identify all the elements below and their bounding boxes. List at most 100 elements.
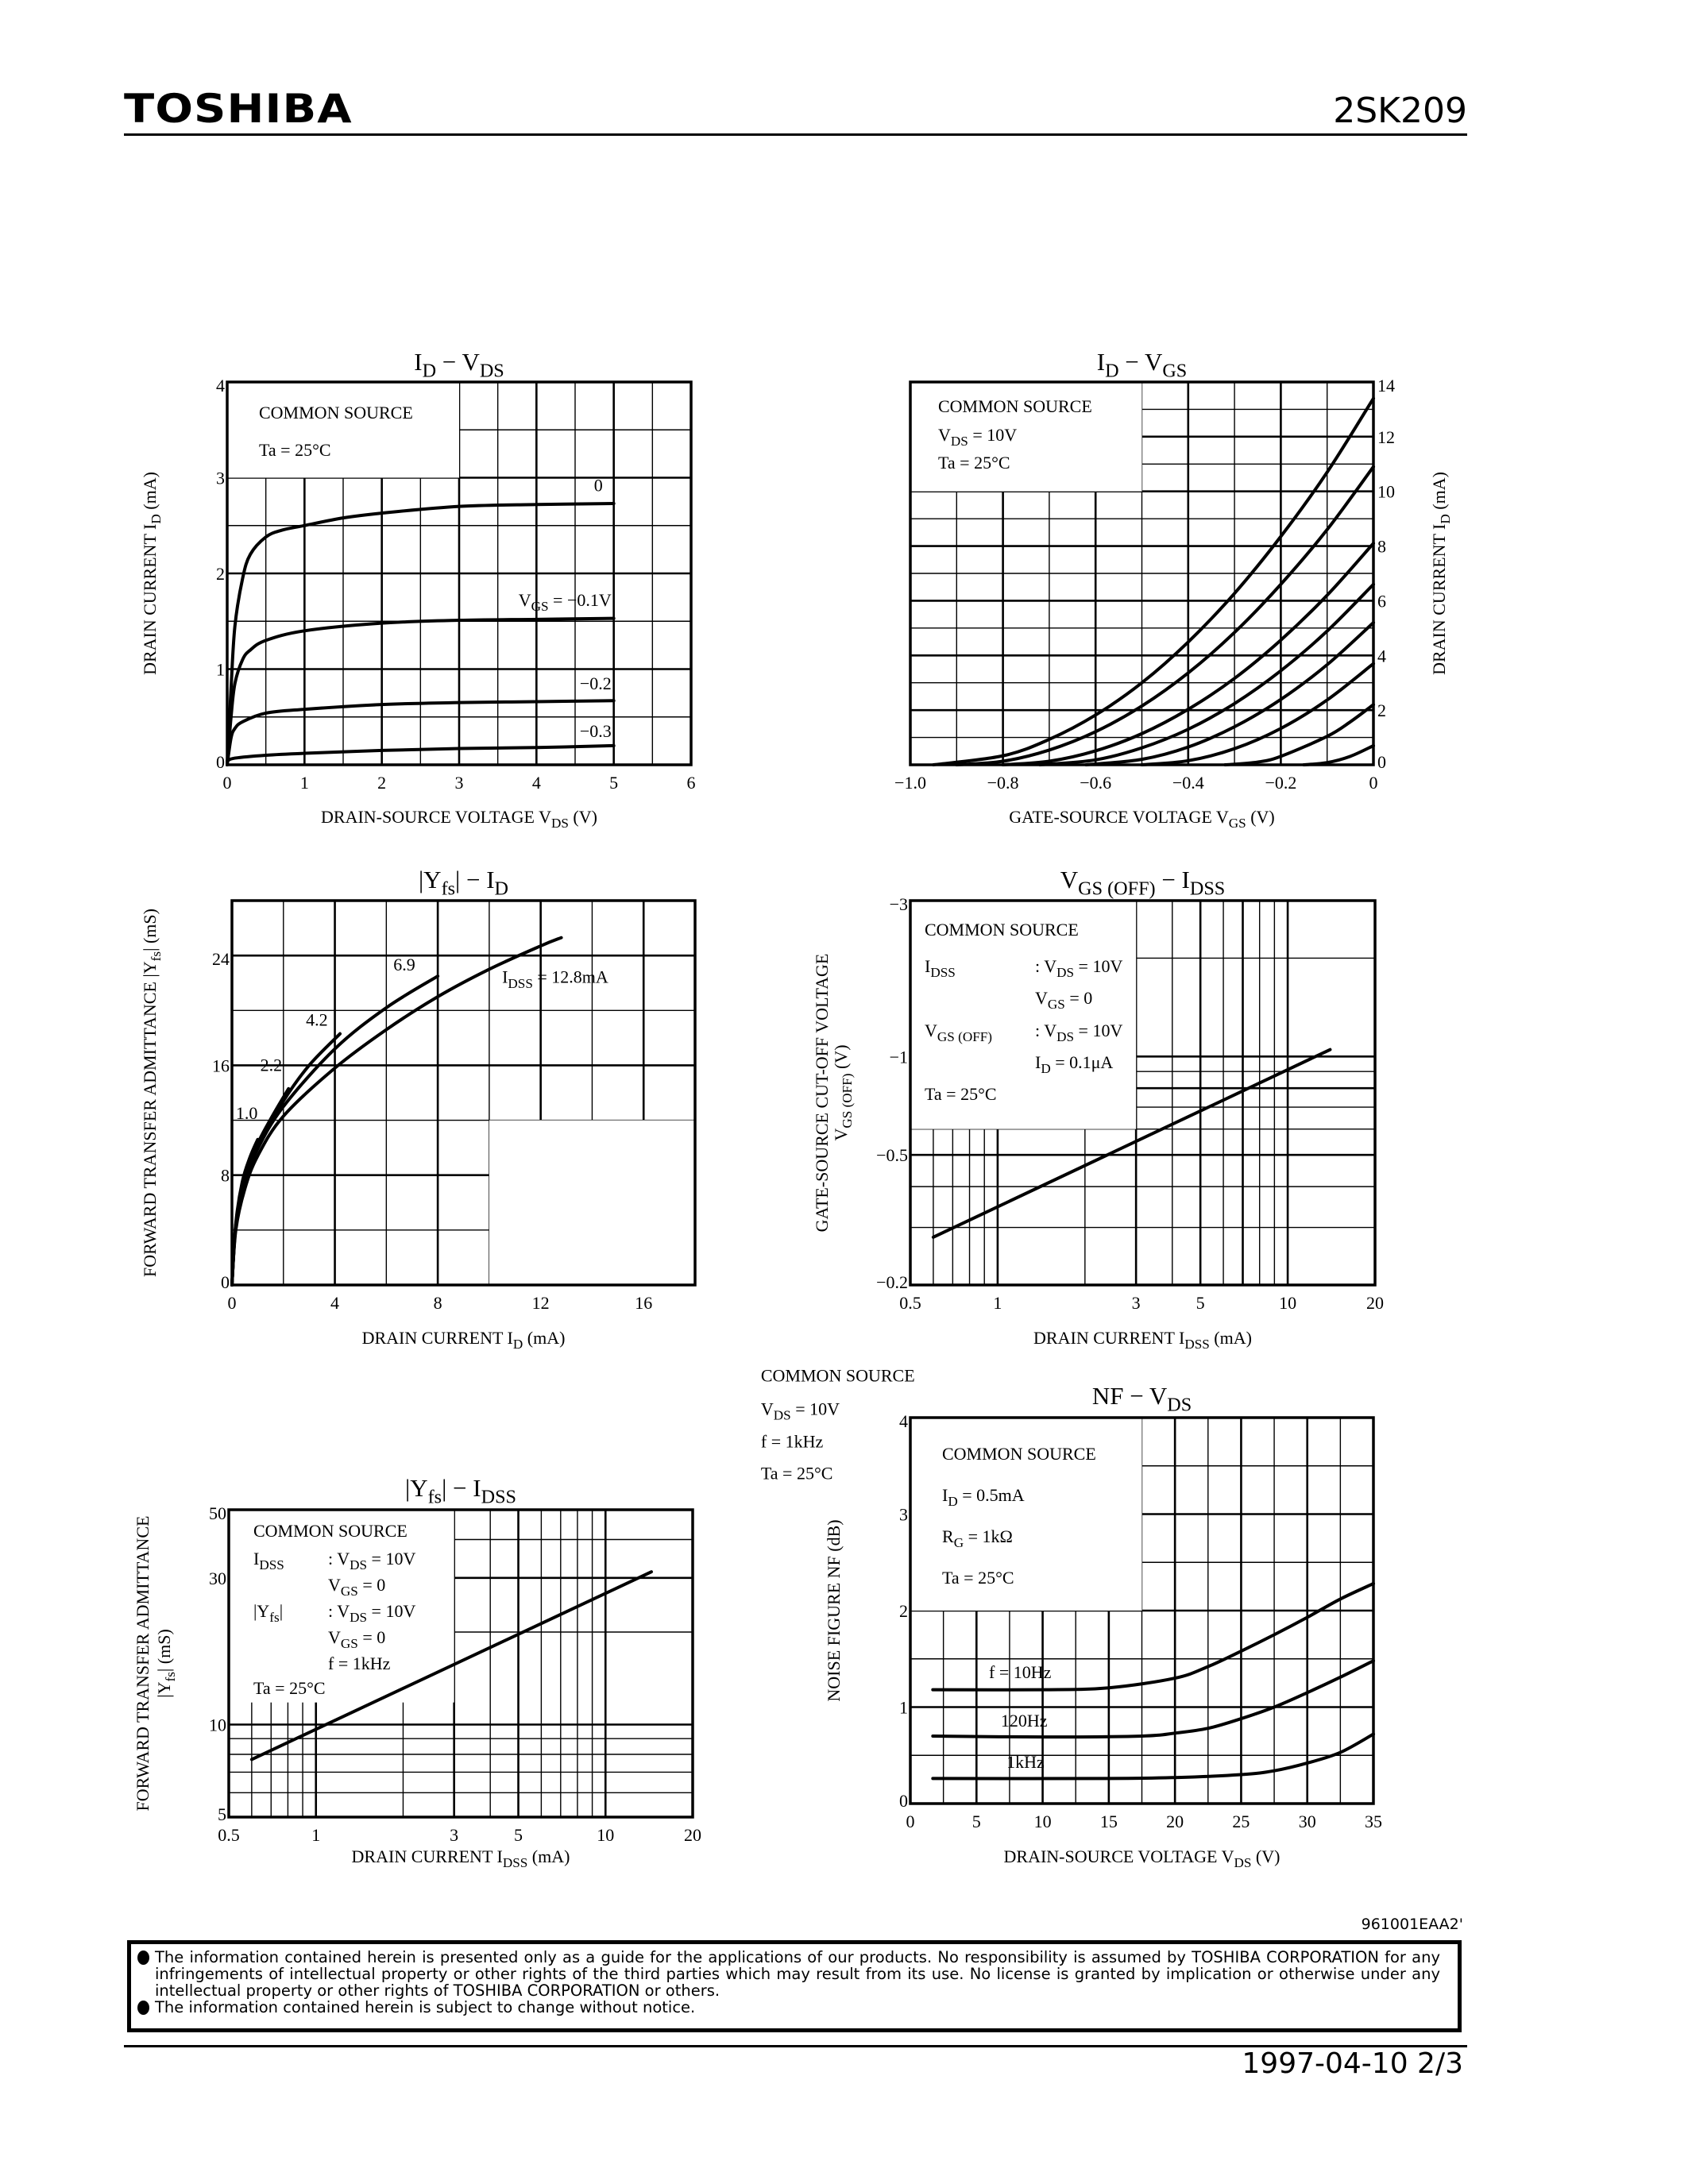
y-axis-label: FORWARD TRANSFER ADMITTANCE |Yfs| (mS) [140,909,164,1277]
series-curve [230,936,563,1287]
y-tick-label: 1 [899,1698,908,1718]
x-tick-label: 30 [1299,1812,1316,1831]
x-tick-label: −0.8 [987,773,1019,793]
series-curve [931,1048,1332,1239]
x-tick-label: 5 [1196,1293,1205,1313]
chart-id-vds: 0 VGS = −0.1V −0.2 −0.3 0 1 2 3 4 5 6 0 1 2 3 4 ID − VDS… [140,348,696,831]
x-tick-label: −0.2 [1265,773,1296,793]
x-tick-label: 15 [1100,1812,1118,1831]
condition-text: COMMON SOURCE [259,403,413,423]
chart-yfs-id: 1.0 2.2 4.2 6.9 IDSS = 12.8mA 0 4 8 12 16 0 8 16 24 |Y… [140,866,915,1484]
y-tick-label: 3 [216,469,225,488]
y-axis-label: FORWARD TRANSFER ADMITTANCE [133,1516,153,1812]
series-label: 1.0 [236,1103,258,1123]
disclaimer-item: The information contained herein is pres… [131,1949,1458,1999]
condition-text: : VDS = 10V [1035,1021,1122,1044]
condition-text: VGS (OFF) [925,1021,992,1044]
condition-text: COMMON SOURCE [253,1521,408,1541]
x-tick-label: −0.4 [1172,773,1204,793]
condition-text: ID = 0.5mA [942,1485,1025,1509]
bullet-icon [137,1951,149,1965]
x-axis-label: DRAIN CURRENT IDSS (mA) [1033,1328,1252,1352]
series-curve [1084,620,1375,766]
y-tick-label: 2 [899,1601,908,1621]
x-tick-label: 3 [450,1825,458,1845]
condition-text: |Yfs| [253,1601,283,1625]
condition-text: IDSS [253,1549,284,1572]
condition-text: VDS = 10V [761,1399,840,1423]
y-tick-label: 4 [216,376,225,396]
conditions-box [227,382,459,478]
condition-text: f = 1kHz [328,1653,391,1673]
x-tick-label: 1 [993,1293,1002,1313]
y-tick-label: −0.2 [876,1272,908,1292]
condition-text: VGS = 0 [328,1627,385,1651]
y-tick-label: 4 [1377,646,1386,666]
series-curve [955,465,1375,766]
series-label: IDSS = 12.8mA [502,967,608,991]
condition-text: Ta = 25°C [259,440,331,460]
chart-title: ID − VGS [1097,348,1188,382]
x-tick-label: 0.5 [218,1825,240,1845]
condition-text: Ta = 25°C [761,1464,833,1484]
header-rule [124,133,1467,136]
x-tick-label: 20 [1166,1812,1184,1831]
condition-text: : VDS = 10V [328,1549,415,1572]
y-tick-label: 30 [209,1569,226,1588]
y-tick-label: 8 [221,1166,230,1186]
y-tick-label: −1 [890,1047,908,1067]
document-code: 961001EAA2' [1361,1916,1463,1933]
series-label: f = 10Hz [989,1662,1052,1682]
x-tick-label: 10 [1279,1293,1296,1313]
series-curve [931,1732,1375,1781]
x-tick-label: −0.6 [1080,773,1111,793]
x-tick-label: 16 [635,1293,652,1313]
series-curve [1001,542,1375,766]
condition-text: VDS = 10V [938,425,1017,449]
series-curve [226,616,616,766]
y-tick-label: 16 [212,1055,230,1075]
series-curve [1140,662,1375,766]
chart-yfs-idss: 0.5 1 3 5 10 20 5 10 30 50 |Yfs| − IDSS DRAIN CURRE… [133,1474,701,1870]
series-curve [1038,582,1375,766]
y-tick-label: 14 [1377,376,1395,396]
chart-title: |Yfs| − ID [419,866,508,900]
x-tick-label: 4 [532,773,541,793]
y-tick-label: 6 [1377,591,1386,611]
x-tick-label: 3 [1132,1293,1141,1313]
plot-frame [227,1508,694,1819]
series-curve [226,743,616,763]
y-tick-label: 0 [216,752,225,772]
y-tick-label: −3 [890,894,908,914]
x-tick-label: 5 [972,1812,981,1831]
series-label: −0.3 [580,721,612,741]
x-tick-label: 4 [330,1293,339,1313]
conditions-box [910,1418,1142,1611]
condition-text: COMMON SOURCE [761,1366,915,1386]
condition-text: Ta = 25°C [942,1568,1014,1588]
condition-text: IDSS [925,956,956,980]
grid [910,382,1373,765]
plot-frame [230,899,697,1287]
series-label: 2.2 [261,1055,283,1075]
x-tick-label: 20 [684,1825,701,1845]
condition-text: Ta = 25°C [938,453,1010,473]
date-and-page: 1997-04-10 2/3 [1242,2047,1463,2080]
y-axis-label: |Yfs| (mS) [154,1629,178,1698]
disclaimer-item: The information contained herein is subj… [131,1999,1458,2016]
conditions-box [910,382,1142,492]
plot-frame [909,899,1377,1287]
x-tick-label: 20 [1366,1293,1384,1313]
condition-text: : VDS = 10V [328,1601,415,1625]
series-label: 120Hz [1001,1711,1048,1731]
series-curve [931,1581,1375,1692]
condition-text: VGS = 0 [328,1575,385,1599]
conditions-box [489,1120,695,1285]
x-axis-label: DRAIN-SOURCE VOLTAGE VDS (V) [1004,1846,1280,1870]
bullet-icon [137,2001,149,2015]
x-tick-label: 1 [311,1825,320,1845]
y-tick-label: −0.5 [876,1145,908,1165]
conditions-box [910,901,1137,1129]
y-tick-label: 1 [216,660,225,680]
condition-text: COMMON SOURCE [938,396,1092,416]
